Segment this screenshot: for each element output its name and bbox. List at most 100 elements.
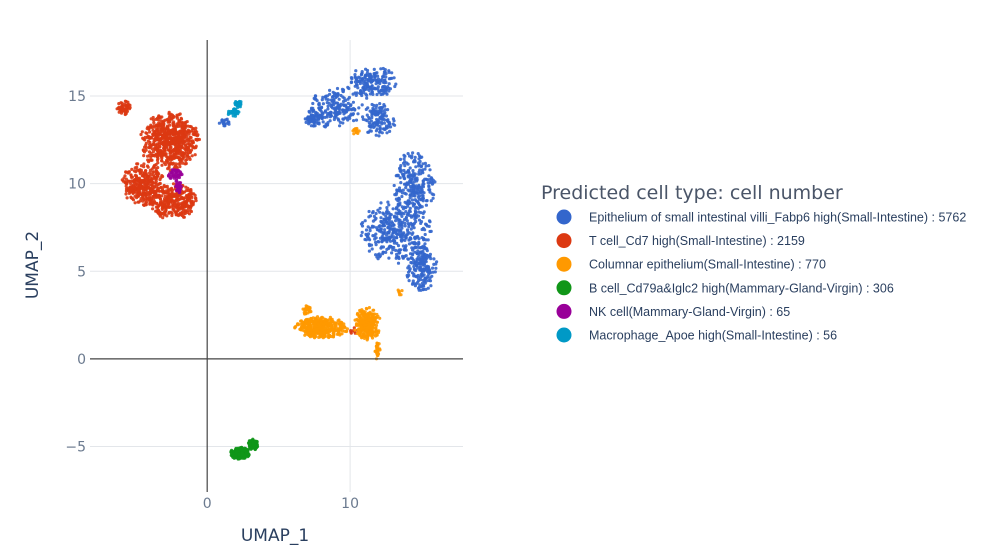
scatter-point — [183, 126, 187, 130]
scatter-point — [403, 238, 407, 242]
scatter-point — [160, 194, 164, 198]
scatter-point — [138, 184, 142, 188]
scatter-point — [128, 103, 132, 107]
scatter-point — [167, 210, 171, 214]
scatter-point — [368, 229, 372, 233]
scatter-point — [379, 216, 383, 220]
scatter-point — [313, 319, 317, 323]
scatter-point — [151, 207, 155, 211]
scatter-point — [434, 266, 438, 270]
scatter-point — [411, 279, 415, 283]
scatter-point — [232, 108, 236, 112]
scatter-point — [367, 249, 371, 253]
scatter-point — [153, 181, 157, 185]
scatter-point — [159, 119, 163, 123]
scatter-point — [372, 103, 376, 108]
scatter-point — [137, 193, 142, 197]
scatter-point — [187, 145, 191, 149]
scatter-point — [421, 211, 425, 215]
scatter-point — [163, 200, 167, 204]
scatter-point — [137, 179, 141, 183]
scatter-point — [158, 189, 162, 193]
scatter-point — [343, 110, 347, 114]
scatter-point — [374, 211, 378, 216]
scatter-point — [396, 261, 401, 265]
scatter-point — [374, 316, 379, 320]
scatter-point — [344, 103, 348, 107]
scatter-point — [355, 128, 359, 132]
scatter-point — [384, 88, 388, 92]
scatter-point — [143, 135, 147, 139]
scatter-point — [366, 234, 370, 238]
scatter-point — [407, 225, 411, 229]
scatter-point — [414, 215, 418, 219]
scatter-point — [217, 121, 221, 125]
scatter-point — [189, 191, 193, 195]
scatter-point — [427, 224, 431, 228]
scatter-point — [304, 319, 308, 323]
scatter-point — [163, 152, 167, 157]
scatter-point — [379, 79, 383, 83]
scatter-point — [363, 312, 367, 316]
scatter-point — [380, 120, 384, 124]
scatter-point — [369, 124, 373, 128]
scatter-point — [356, 86, 360, 90]
scatter-point — [157, 115, 161, 119]
scatter-point — [119, 107, 124, 111]
scatter-point — [188, 135, 192, 139]
scatter-point — [148, 195, 152, 199]
scatter-point — [401, 188, 405, 192]
legend-marker — [556, 303, 572, 319]
scatter-point — [324, 327, 328, 331]
scatter-point — [313, 317, 318, 321]
scatter-point — [159, 125, 163, 129]
scatter-point — [359, 234, 363, 238]
scatter-point — [174, 164, 178, 168]
scatter-point — [420, 197, 424, 201]
scatter-point — [378, 130, 382, 134]
scatter-point — [184, 189, 188, 193]
scatter-point — [171, 207, 175, 211]
scatter-point — [135, 165, 139, 169]
scatter-point — [354, 118, 359, 122]
scatter-point — [123, 112, 127, 116]
scatter-point — [414, 275, 418, 279]
scatter-point — [143, 173, 147, 177]
scatter-point — [345, 107, 349, 111]
scatter-point — [314, 94, 318, 98]
scatter-point — [309, 316, 313, 321]
scatter-point — [367, 117, 372, 121]
scatter-point — [336, 328, 340, 332]
scatter-point — [372, 225, 376, 229]
scatter-point — [158, 214, 162, 218]
scatter-point — [188, 204, 192, 208]
scatter-point — [305, 117, 309, 121]
scatter-point — [175, 141, 179, 145]
scatter-point — [171, 199, 175, 203]
scatter-point — [164, 189, 168, 193]
scatter-point — [162, 161, 166, 165]
scatter-point — [380, 105, 384, 109]
scatter-point — [361, 77, 365, 81]
scatter-point — [135, 168, 139, 172]
scatter-point — [397, 228, 402, 232]
scatter-point — [378, 116, 383, 120]
scatter-point — [160, 163, 164, 167]
scatter-point — [396, 202, 400, 206]
scatter-point — [370, 84, 374, 88]
scatter-point — [365, 71, 369, 75]
scatter-point — [323, 115, 327, 119]
scatter-point — [170, 136, 174, 140]
scatter-point — [380, 220, 384, 224]
scatter-point — [135, 176, 139, 180]
scatter-point — [352, 119, 356, 123]
scatter-point — [374, 323, 379, 327]
scatter-point — [186, 154, 190, 158]
scatter-point — [389, 125, 393, 129]
scatter-point — [367, 215, 371, 219]
scatter-point — [329, 317, 333, 321]
scatter-point — [372, 124, 377, 128]
scatter-point — [311, 101, 315, 106]
scatter-point — [392, 235, 396, 239]
scatter-point — [124, 184, 128, 188]
